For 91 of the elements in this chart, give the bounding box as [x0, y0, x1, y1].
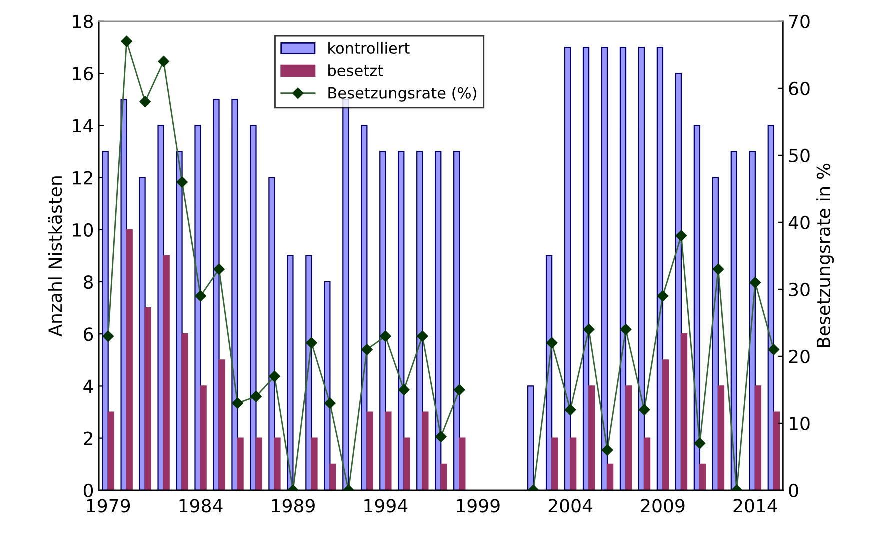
bar — [120, 99, 128, 490]
bar — [459, 438, 466, 490]
bar — [773, 412, 780, 490]
bar — [324, 281, 331, 490]
y2-axis-title: Besetzungsrate in % — [816, 164, 834, 348]
legend-label: Besetzungsrate (%) — [328, 87, 476, 102]
bar — [454, 151, 460, 490]
bar — [256, 438, 262, 490]
bar — [699, 464, 706, 490]
y2-tick-label: 40 — [788, 216, 810, 230]
y2-tick-label: 10 — [790, 416, 810, 431]
bar — [638, 46, 646, 490]
legend-label: besetzt — [328, 64, 384, 76]
bar — [564, 46, 572, 490]
y2-tick-label: 50 — [789, 148, 810, 163]
y-tick-label: 2 — [84, 432, 92, 446]
y-tick-label: 18 — [73, 14, 94, 29]
bar — [311, 438, 318, 490]
bar — [675, 72, 682, 490]
y-tick-label: 0 — [84, 484, 94, 498]
y-tick-label: 8 — [84, 275, 94, 290]
bar — [582, 46, 590, 490]
y2-tick-label: 60 — [789, 82, 810, 96]
bar — [268, 177, 276, 490]
bar — [588, 386, 596, 490]
bar — [606, 464, 614, 490]
bar — [232, 99, 238, 490]
bar — [361, 125, 368, 490]
y-tick-label: 4 — [84, 380, 94, 394]
y-tick-label: 14 — [73, 119, 94, 133]
bar — [306, 255, 312, 490]
bar — [176, 151, 183, 490]
y2-tick-label: 30 — [789, 282, 810, 297]
bar — [435, 151, 442, 490]
y-tick-label: 6 — [84, 328, 94, 342]
x-tick-label: 2004 — [548, 499, 593, 513]
x-tick-label: 2009 — [641, 499, 685, 513]
bar — [662, 360, 670, 490]
bar — [218, 360, 226, 490]
bar — [213, 99, 220, 490]
bar — [644, 438, 651, 490]
bar — [385, 412, 392, 490]
y-tick-label: 12 — [73, 171, 92, 185]
bar — [274, 438, 281, 490]
bar — [440, 464, 448, 490]
bar — [102, 151, 109, 490]
bar — [570, 438, 577, 490]
bar — [552, 438, 558, 490]
y2-tick-label: 0 — [789, 484, 798, 498]
x-tick-label: 1979 — [87, 499, 130, 513]
bar — [126, 229, 133, 490]
bar — [250, 125, 257, 490]
y2-tick-label: 20 — [789, 350, 810, 364]
bar — [416, 151, 424, 490]
y-axis-title: Anzahl Nistkästen — [48, 176, 62, 337]
bar — [108, 412, 114, 490]
bar — [620, 46, 627, 490]
y-tick-label: 16 — [73, 67, 94, 81]
x-tick-label: 2014 — [734, 499, 778, 513]
x-tick-label: 1989 — [272, 499, 315, 513]
bar — [768, 125, 774, 490]
bar — [422, 412, 429, 490]
bar — [527, 386, 534, 490]
bar — [194, 125, 202, 490]
bar — [182, 334, 188, 490]
bar — [144, 307, 152, 490]
legend-label: kontrolliert — [328, 42, 410, 54]
bar — [398, 151, 405, 490]
x-tick-label: 1994 — [364, 499, 408, 513]
bar — [754, 386, 762, 490]
bar — [601, 46, 608, 490]
bar — [380, 151, 386, 490]
bar — [404, 438, 410, 490]
bar — [694, 125, 701, 490]
bar — [237, 438, 244, 490]
bar — [730, 151, 738, 490]
bar — [680, 334, 688, 490]
bar — [287, 255, 294, 490]
x-tick-label: 1984 — [180, 499, 223, 513]
y2-tick-label: 70 — [790, 14, 810, 29]
bar — [330, 464, 336, 490]
bar — [163, 255, 170, 490]
bar — [718, 386, 725, 490]
y-tick-label: 10 — [73, 223, 94, 237]
bar — [139, 177, 146, 490]
bar — [200, 386, 207, 490]
x-tick-label: 1999 — [457, 499, 500, 513]
bar — [366, 412, 374, 490]
bar — [656, 46, 664, 490]
bar — [158, 125, 164, 490]
bar — [625, 386, 632, 490]
